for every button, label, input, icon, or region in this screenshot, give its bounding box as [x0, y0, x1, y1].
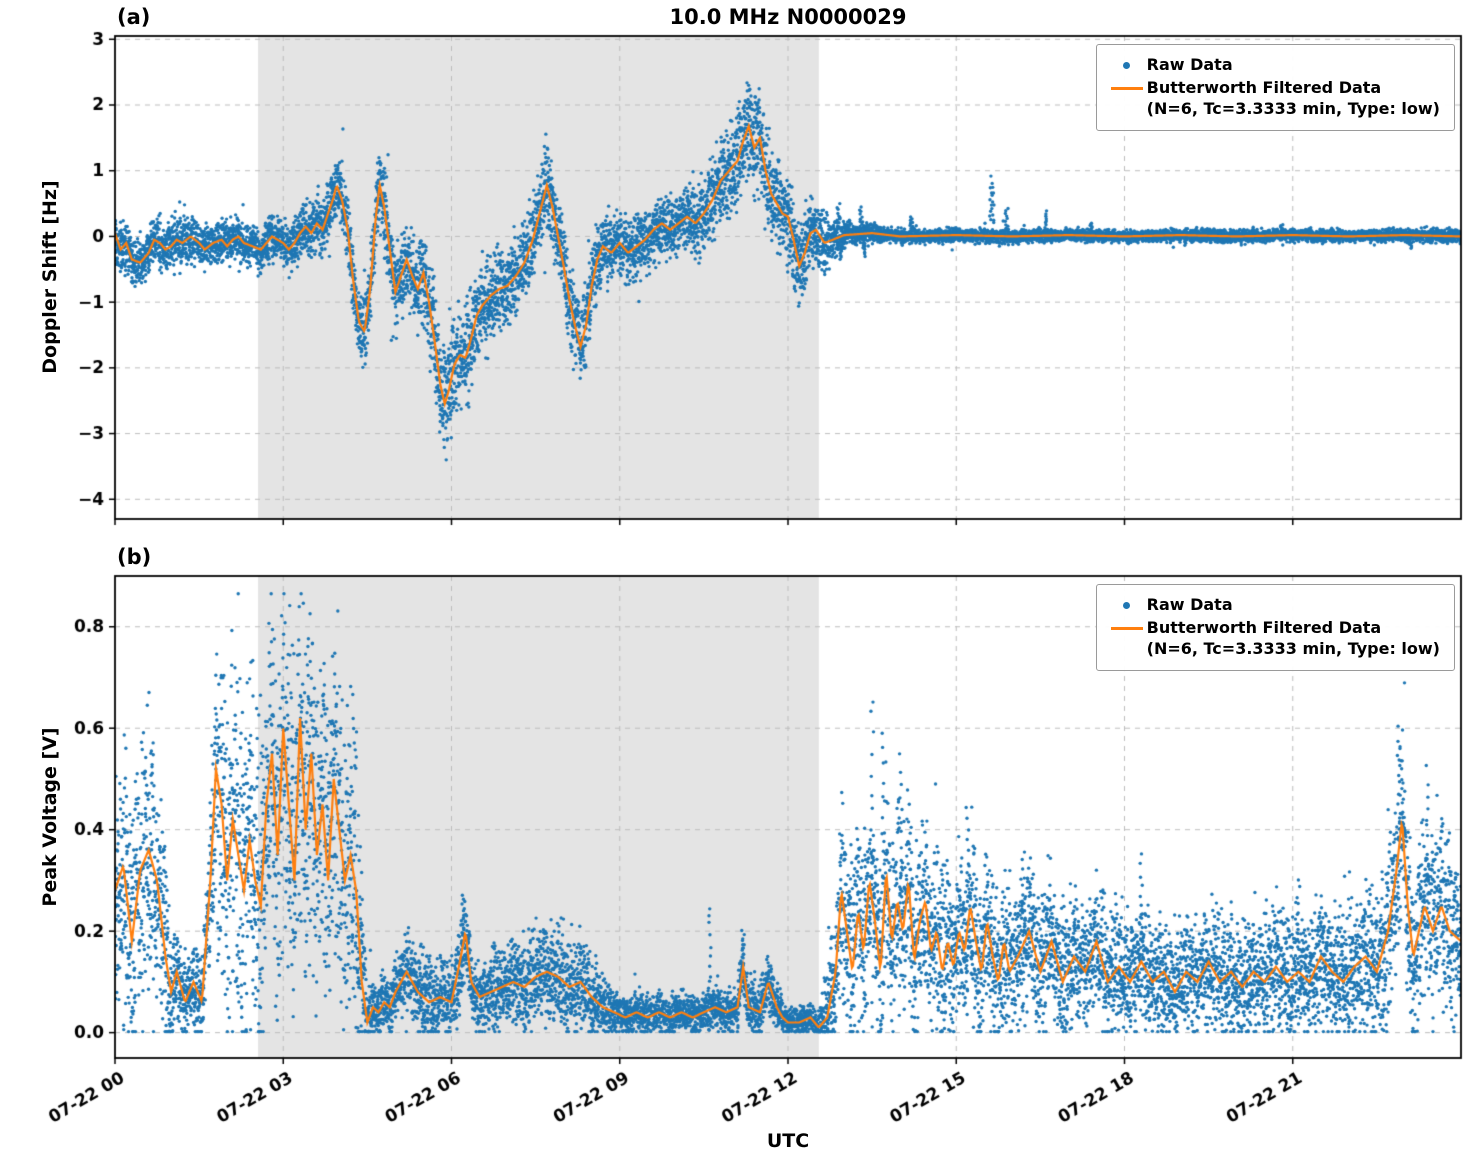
- raw-data-dot-icon: [1123, 62, 1131, 69]
- panel-a-label: (a): [117, 5, 151, 29]
- legend-entry-raw: Raw Data: [1107, 55, 1440, 76]
- legend-filtered-params: (N=6, Tc=3.3333 min, Type: low): [1146, 98, 1440, 118]
- y-axis-label-doppler: Doppler Shift [Hz]: [39, 180, 61, 374]
- filtered-line-icon: [1110, 627, 1143, 630]
- legend-panel-a: Raw Data Butterworth Filtered Data (N=6,…: [1095, 44, 1455, 131]
- legend-entry-filtered: Butterworth Filtered Data (N=6, Tc=3.333…: [1107, 618, 1440, 660]
- chart-title: 10.0 MHz N0000029: [669, 5, 907, 29]
- y-axis-label-voltage: Peak Voltage [V]: [39, 727, 61, 907]
- raw-data-dot-icon: [1123, 602, 1131, 609]
- legend-entry-filtered: Butterworth Filtered Data (N=6, Tc=3.333…: [1107, 78, 1440, 120]
- legend-filtered-label: Butterworth Filtered Data: [1146, 78, 1382, 97]
- panel-b-label: (b): [117, 545, 152, 569]
- x-axis-label: UTC: [766, 1130, 810, 1152]
- legend-raw-label: Raw Data: [1146, 595, 1233, 614]
- legend-filtered-label: Butterworth Filtered Data: [1146, 618, 1382, 637]
- filtered-line-icon: [1110, 87, 1143, 90]
- legend-filtered-params: (N=6, Tc=3.3333 min, Type: low): [1146, 638, 1440, 658]
- legend-raw-label: Raw Data: [1146, 55, 1233, 74]
- legend-panel-b: Raw Data Butterworth Filtered Data (N=6,…: [1095, 584, 1455, 671]
- legend-entry-raw: Raw Data: [1107, 595, 1440, 616]
